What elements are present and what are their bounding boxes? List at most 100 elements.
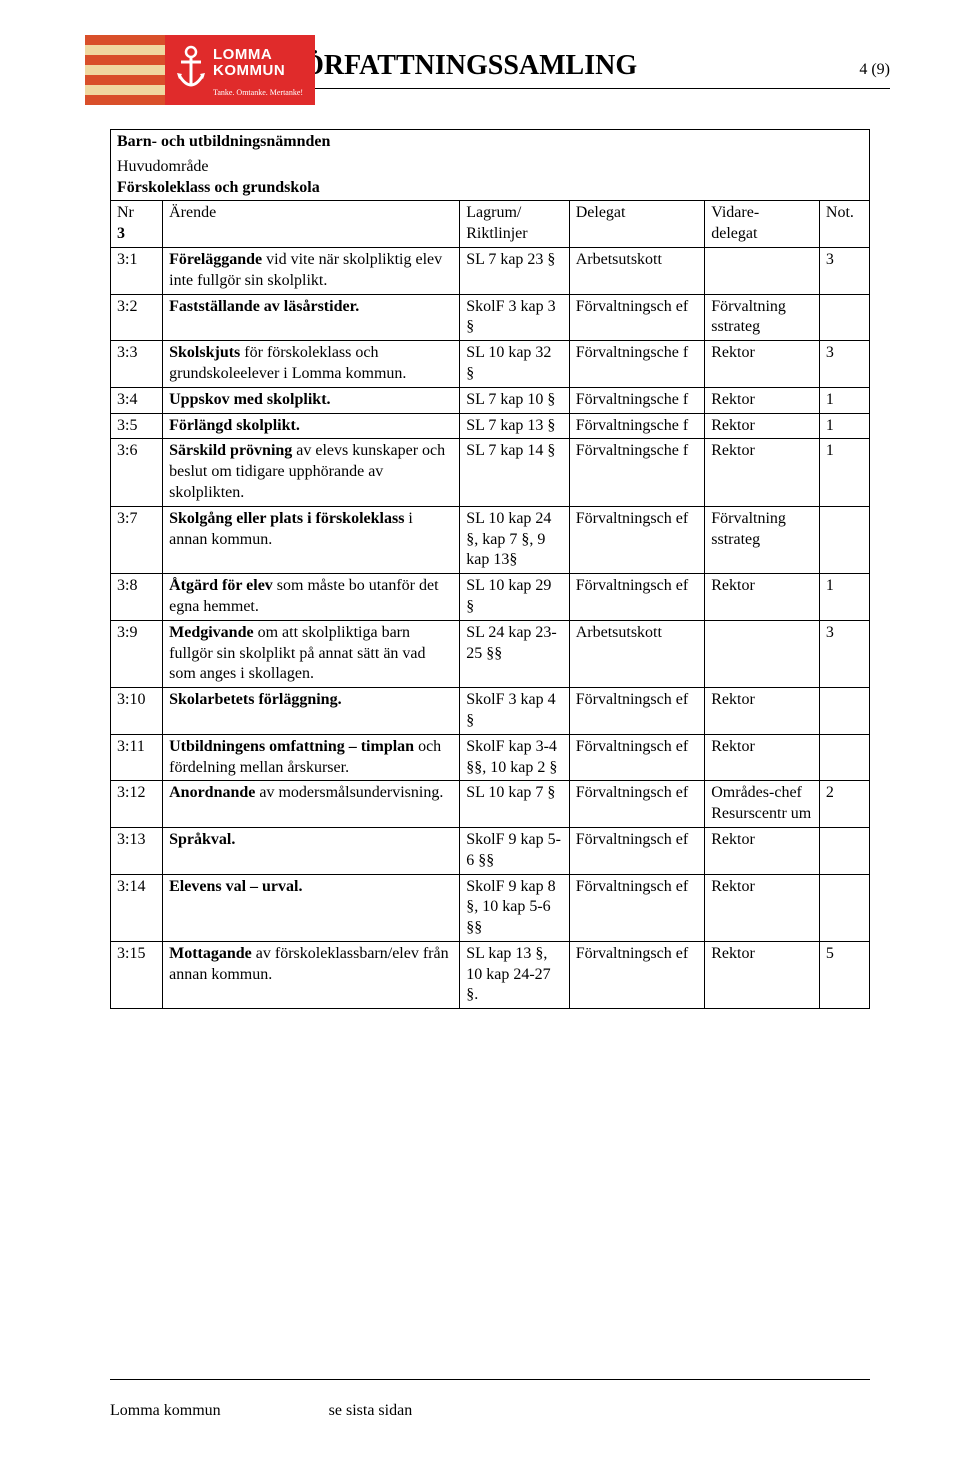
- head-nr-main: 3: [117, 225, 125, 242]
- head-lagrum-l2: Riktlinjer: [466, 225, 527, 242]
- head-not: Not.: [819, 201, 869, 248]
- cell-lagrum: SL 10 kap 24 §, kap 7 §, 9 kap 13§: [460, 506, 569, 573]
- arende-bold: Utbildningens omfattning – timplan: [169, 738, 414, 755]
- cell-lagrum: SL 10 kap 29 §: [460, 574, 569, 621]
- delegation-table: Barn- och utbildningsnämnden Huvudområde…: [110, 129, 870, 1009]
- arende-bold: Uppskov med skolplikt.: [169, 391, 330, 408]
- arende-bold: Elevens val – urval.: [169, 878, 302, 895]
- head-nr-label: Nr: [117, 204, 134, 221]
- cell-arende: Fastställande av läsårstider.: [163, 294, 460, 341]
- table-row: 3:7Skolgång eller plats i förskoleklass …: [111, 506, 870, 573]
- cell-lagrum: SkolF 3 kap 3 §: [460, 294, 569, 341]
- cell-delegat: Förvaltningsch ef: [569, 506, 705, 573]
- cell-not: [819, 506, 869, 573]
- head-lagrum-l1: Lagrum/: [466, 204, 521, 221]
- anchor-icon: [173, 45, 209, 93]
- table-row: 3:8Åtgärd för elev som måste bo utanför …: [111, 574, 870, 621]
- cell-vidare: Rektor: [705, 341, 820, 388]
- head-vidare: Vidare- delegat: [705, 201, 820, 248]
- logo-line1: LOMMA: [213, 46, 272, 63]
- cell-not: 5: [819, 941, 869, 1008]
- huvudomrade-label: Huvudområde: [117, 158, 209, 175]
- cell-delegat: Förvaltningsch ef: [569, 941, 705, 1008]
- cell-delegat: Arbetsutskott: [569, 620, 705, 687]
- arende-bold: Särskild prövning: [169, 442, 292, 459]
- cell-nr: 3:6: [111, 439, 163, 506]
- cell-lagrum: SkolF 9 kap 5-6 §§: [460, 827, 569, 874]
- cell-nr: 3:11: [111, 734, 163, 781]
- arende-bold: Skolgång eller plats i förskoleklass: [169, 510, 404, 527]
- logo: LOMMA KOMMUN Tanke. Omtanke. Mertanke!: [85, 35, 315, 105]
- cell-arende: Skolgång eller plats i förskoleklass i a…: [163, 506, 460, 573]
- cell-arende: Uppskov med skolplikt.: [163, 387, 460, 413]
- cell-not: [819, 294, 869, 341]
- cell-vidare: Förvaltning sstrateg: [705, 294, 820, 341]
- page: LOMMA KOMMUN Tanke. Omtanke. Mertanke! F…: [0, 0, 960, 1475]
- cell-vidare: Förvaltning sstrateg: [705, 506, 820, 573]
- head-delegat: Delegat: [569, 201, 705, 248]
- arende-bold: Anordnande: [169, 784, 255, 801]
- cell-not: 1: [819, 413, 869, 439]
- table-row: 3:14Elevens val – urval.SkolF 9 kap 8 §,…: [111, 874, 870, 941]
- subject-row: Barn- och utbildningsnämnden: [111, 130, 870, 155]
- cell-vidare: Rektor: [705, 941, 820, 1008]
- cell-vidare: Rektor: [705, 874, 820, 941]
- cell-delegat: Förvaltningsche f: [569, 387, 705, 413]
- cell-arende: Förlängd skolplikt.: [163, 413, 460, 439]
- cell-nr: 3:1: [111, 247, 163, 294]
- cell-arende: Föreläggande vid vite när skolpliktig el…: [163, 247, 460, 294]
- cell-not: 1: [819, 574, 869, 621]
- cell-delegat: Förvaltningsch ef: [569, 294, 705, 341]
- cell-vidare: [705, 620, 820, 687]
- cell-arende: Språkval.: [163, 827, 460, 874]
- footer-left: Lomma kommun: [110, 1402, 221, 1419]
- subject-line: Barn- och utbildningsnämnden: [117, 133, 330, 150]
- cell-lagrum: SL 10 kap 7 §: [460, 781, 569, 828]
- head-vidare-l2: delegat: [711, 225, 757, 242]
- page-number: 4 (9): [859, 61, 890, 79]
- cell-lagrum: SL 7 kap 14 §: [460, 439, 569, 506]
- cell-nr: 3:8: [111, 574, 163, 621]
- cell-nr: 3:7: [111, 506, 163, 573]
- huvudomrade-value: Förskoleklass och grundskola: [117, 179, 320, 196]
- cell-nr: 3:2: [111, 294, 163, 341]
- header-row: Nr 3 Ärende Lagrum/ Riktlinjer Delegat V…: [111, 201, 870, 248]
- cell-nr: 3:3: [111, 341, 163, 388]
- cell-delegat: Förvaltningsche f: [569, 439, 705, 506]
- cell-not: 3: [819, 247, 869, 294]
- cell-lagrum: SkolF kap 3-4 §§, 10 kap 2 §: [460, 734, 569, 781]
- cell-vidare: Rektor: [705, 413, 820, 439]
- cell-lagrum: SL 24 kap 23-25 §§: [460, 620, 569, 687]
- cell-lagrum: SkolF 3 kap 4 §: [460, 688, 569, 735]
- cell-lagrum: SL 7 kap 13 §: [460, 413, 569, 439]
- cell-nr: 3:10: [111, 688, 163, 735]
- cell-delegat: Arbetsutskott: [569, 247, 705, 294]
- cell-vidare: Rektor: [705, 387, 820, 413]
- cell-not: 2: [819, 781, 869, 828]
- cell-arende: Elevens val – urval.: [163, 874, 460, 941]
- cell-vidare: Områdes-chef Resurscentr um: [705, 781, 820, 828]
- cell-delegat: Förvaltningsche f: [569, 341, 705, 388]
- footer: Lomma kommun se sista sidan: [110, 1379, 870, 1420]
- arende-bold: Mottagande: [169, 945, 252, 962]
- cell-not: 3: [819, 341, 869, 388]
- cell-lagrum: SkolF 9 kap 8 §, 10 kap 5-6 §§: [460, 874, 569, 941]
- cell-vidare: Rektor: [705, 827, 820, 874]
- logo-line2: KOMMUN: [213, 62, 285, 79]
- cell-nr: 3:12: [111, 781, 163, 828]
- cell-not: 1: [819, 439, 869, 506]
- table-row: 3:11Utbildningens omfattning – timplan o…: [111, 734, 870, 781]
- logo-bricks: [85, 35, 165, 105]
- logo-text: LOMMA KOMMUN: [213, 47, 285, 79]
- arende-bold: Fastställande av läsårstider.: [169, 298, 359, 315]
- cell-delegat: Förvaltningsch ef: [569, 734, 705, 781]
- cell-not: 1: [819, 387, 869, 413]
- head-nr: Nr 3: [111, 201, 163, 248]
- logo-panel: LOMMA KOMMUN Tanke. Omtanke. Mertanke!: [165, 35, 315, 105]
- table-row: 3:2 Fastställande av läsårstider. SkolF 3 …: [111, 294, 870, 341]
- table-row: 3:9Medgivande om att skolpliktiga barn f…: [111, 620, 870, 687]
- cell-vidare: Rektor: [705, 734, 820, 781]
- arende-bold: Skolskjuts: [169, 344, 240, 361]
- cell-delegat: Förvaltningsche f: [569, 413, 705, 439]
- arende-bold: Språkval.: [169, 831, 235, 848]
